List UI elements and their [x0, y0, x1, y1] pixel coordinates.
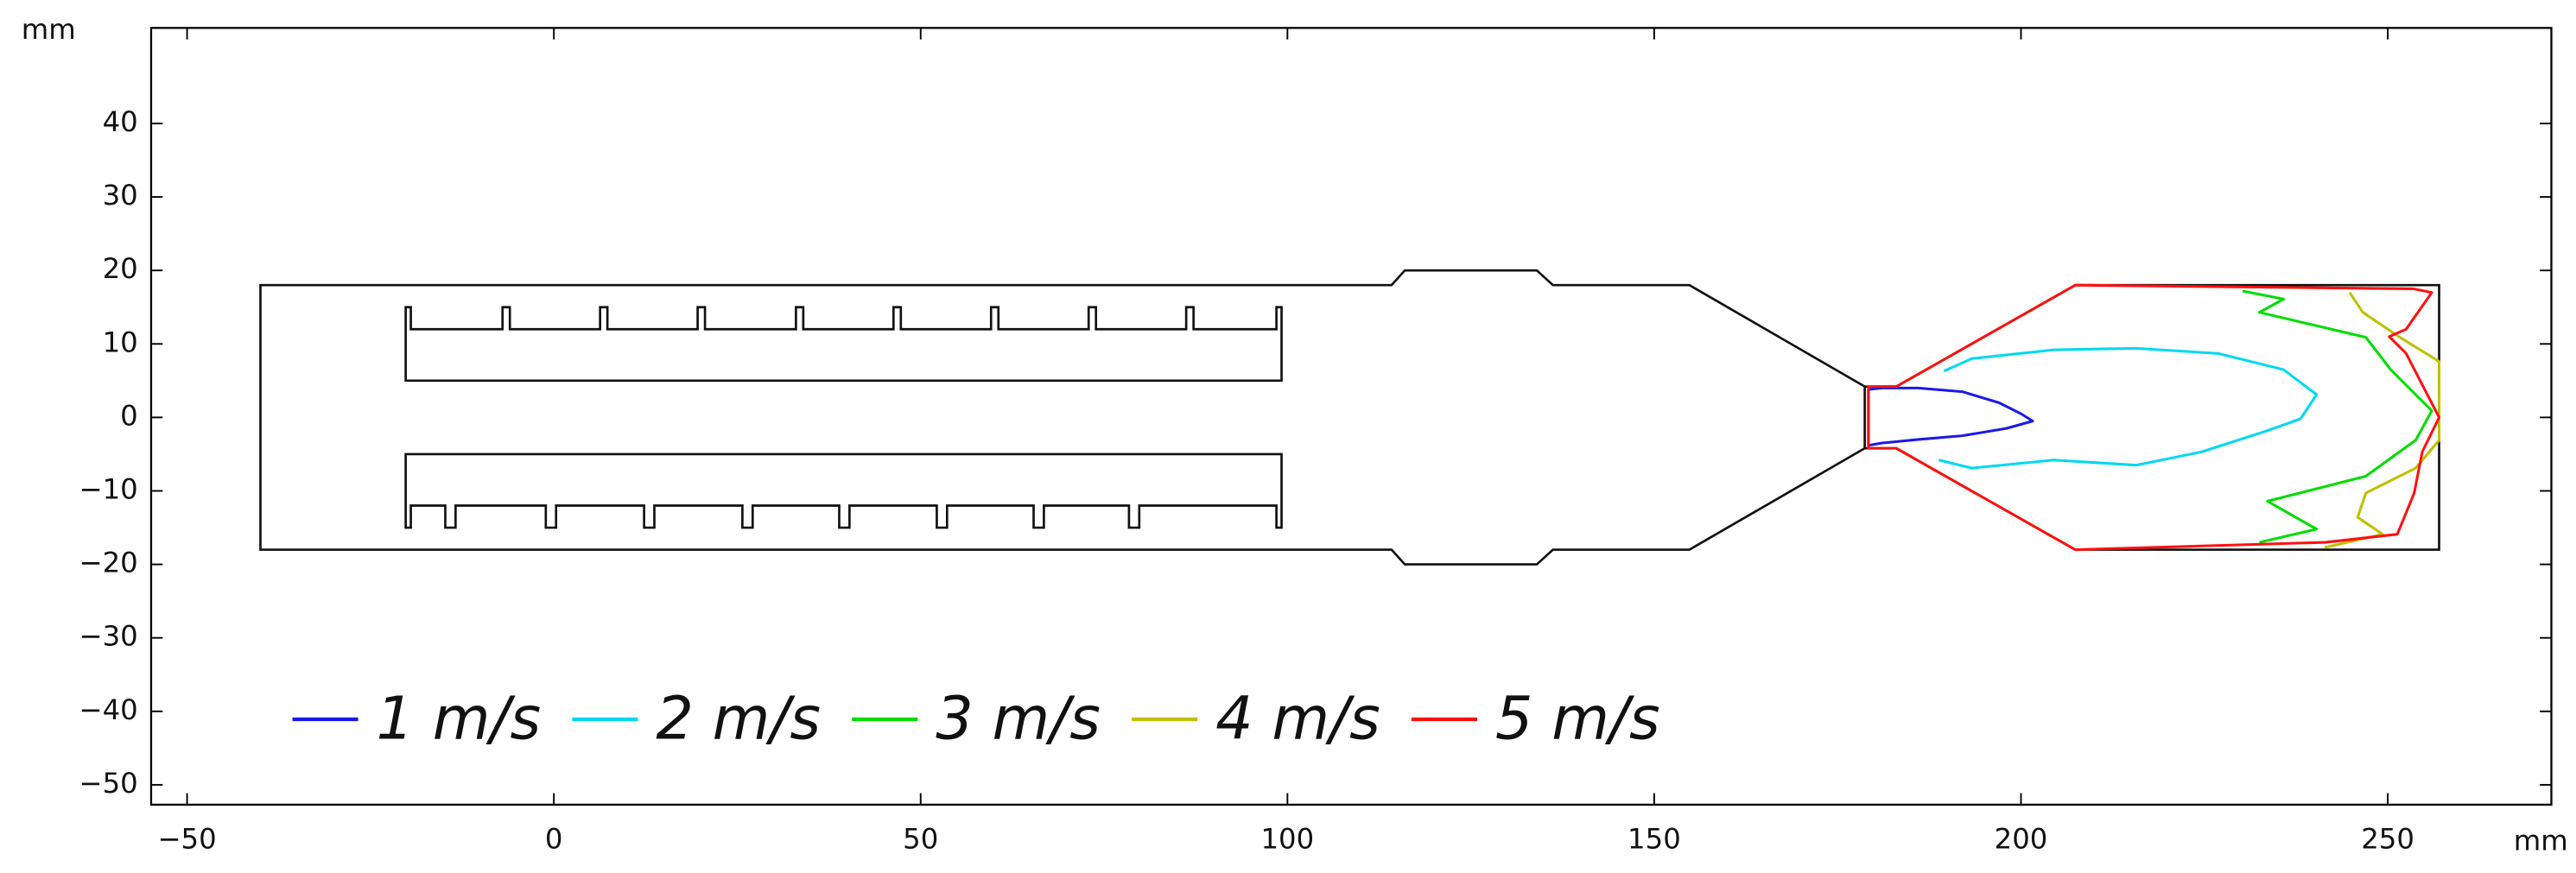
x-tick-label: −50: [157, 823, 216, 856]
y-axis-label: mm: [22, 13, 76, 46]
y-tick-label: −50: [79, 767, 138, 800]
x-axis-label: mm: [2514, 825, 2568, 857]
y-tick-label: 0: [120, 399, 138, 432]
legend-label: 2 m/s: [656, 684, 821, 753]
y-tick-label: −20: [79, 547, 138, 579]
geometry-outline: [404, 306, 1283, 383]
y-tick-label: 40: [103, 105, 138, 138]
y-tick-label: −10: [79, 472, 138, 505]
contour-line: [1938, 346, 2319, 470]
legend-label: 5 m/s: [1495, 684, 1660, 753]
legend-label: 1 m/s: [377, 684, 542, 753]
y-tick-label: −40: [79, 693, 138, 726]
legend-label: 4 m/s: [1215, 684, 1380, 753]
x-tick-label: 0: [545, 823, 563, 856]
contour-line: [2242, 289, 2433, 544]
plot-frame: [149, 27, 2553, 807]
x-tick-label: 100: [1260, 823, 1314, 856]
x-tick-label: 200: [1995, 823, 2048, 856]
x-tick-label: 50: [903, 823, 938, 856]
y-tick-label: 10: [103, 326, 138, 358]
y-tick-label: 20: [103, 252, 138, 285]
y-tick-label: 30: [103, 179, 138, 212]
x-tick-label: 250: [2361, 823, 2414, 856]
contour-line: [2324, 291, 2441, 549]
x-tick-label: 150: [1627, 823, 1681, 856]
legend-label: 3 m/s: [936, 684, 1101, 753]
contour-line: [1867, 283, 2441, 552]
geometry-outline: [259, 269, 1866, 566]
y-tick-label: −30: [79, 620, 138, 653]
geometry-outline: [404, 452, 1283, 529]
